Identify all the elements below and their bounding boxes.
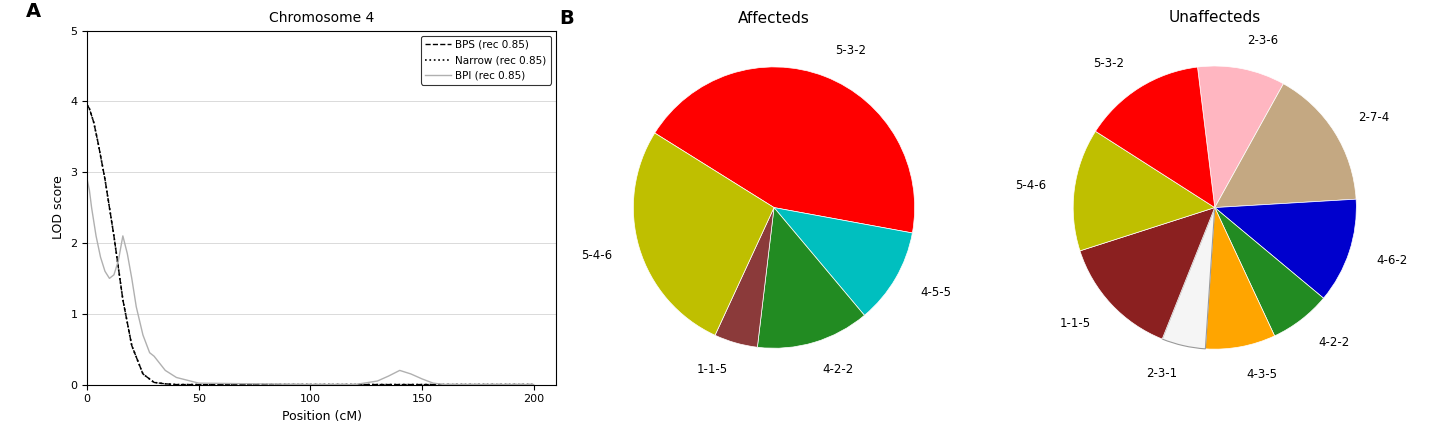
BPI (rec 0.85)	[145, 354, 163, 359]
BPS (rec 0.85)	[96, 177, 113, 182]
Narrow (rec 0.85)	[157, 381, 174, 386]
BPI (rec 0.85)	[115, 233, 132, 239]
BPI (rec 0.85)	[190, 381, 208, 386]
Text: B: B	[559, 9, 574, 28]
Narrow (rec 0.85)	[168, 382, 186, 387]
BPI (rec 0.85)	[436, 382, 453, 387]
BPI (rec 0.85)	[134, 333, 151, 338]
BPI (rec 0.85)	[380, 374, 398, 379]
BPS (rec 0.85)	[157, 381, 174, 386]
Narrow (rec 0.85)	[105, 233, 122, 239]
BPS (rec 0.85)	[145, 380, 163, 385]
Legend: BPS (rec 0.85), Narrow (rec 0.85), BPI (rec 0.85): BPS (rec 0.85), Narrow (rec 0.85), BPI (…	[421, 36, 550, 84]
Narrow (rec 0.85)	[96, 177, 113, 182]
BPS (rec 0.85)	[86, 120, 103, 125]
Narrow (rec 0.85)	[81, 106, 99, 111]
Narrow (rec 0.85)	[302, 382, 319, 387]
Narrow (rec 0.85)	[145, 380, 163, 385]
BPS (rec 0.85)	[81, 106, 99, 111]
BPI (rec 0.85)	[347, 382, 364, 387]
Line: Narrow (rec 0.85): Narrow (rec 0.85)	[87, 105, 534, 385]
BPI (rec 0.85)	[141, 350, 158, 355]
Narrow (rec 0.85)	[190, 382, 208, 387]
Text: 5-3-2: 5-3-2	[835, 44, 865, 57]
BPS (rec 0.85)	[115, 297, 132, 302]
BPI (rec 0.85)	[526, 382, 543, 387]
Wedge shape	[1073, 131, 1215, 251]
Narrow (rec 0.85)	[86, 120, 103, 125]
BPI (rec 0.85)	[81, 187, 99, 192]
Title: Unaffecteds: Unaffecteds	[1169, 10, 1260, 25]
BPI (rec 0.85)	[391, 368, 408, 373]
Text: 4-5-5: 4-5-5	[921, 286, 951, 299]
Wedge shape	[633, 133, 774, 335]
BPS (rec 0.85)	[123, 343, 141, 348]
BPI (rec 0.85)	[123, 276, 141, 281]
Wedge shape	[1215, 208, 1324, 336]
BPS (rec 0.85)	[134, 371, 151, 377]
Wedge shape	[1198, 66, 1284, 208]
BPI (rec 0.85)	[302, 382, 319, 387]
BPS (rec 0.85)	[168, 382, 186, 387]
Text: A: A	[26, 2, 41, 21]
Narrow (rec 0.85)	[78, 102, 96, 108]
Wedge shape	[1205, 208, 1275, 349]
BPI (rec 0.85)	[414, 376, 431, 382]
Title: Chromosome 4: Chromosome 4	[269, 11, 375, 25]
Title: Affecteds: Affecteds	[738, 11, 810, 26]
Line: BPS (rec 0.85): BPS (rec 0.85)	[87, 105, 534, 385]
BPS (rec 0.85)	[302, 382, 319, 387]
BPI (rec 0.85)	[168, 375, 186, 380]
BPS (rec 0.85)	[105, 233, 122, 239]
Text: 1-1-5: 1-1-5	[697, 364, 727, 377]
BPI (rec 0.85)	[424, 381, 441, 386]
BPI (rec 0.85)	[119, 251, 136, 256]
Wedge shape	[1162, 208, 1215, 349]
Narrow (rec 0.85)	[90, 141, 107, 146]
Text: 5-4-6: 5-4-6	[581, 249, 613, 262]
Narrow (rec 0.85)	[134, 371, 151, 377]
BPS (rec 0.85)	[90, 141, 107, 146]
BPI (rec 0.85)	[157, 368, 174, 373]
Wedge shape	[655, 67, 915, 233]
Text: 5-4-6: 5-4-6	[1015, 179, 1047, 192]
BPS (rec 0.85)	[190, 382, 208, 387]
Wedge shape	[774, 208, 912, 316]
BPI (rec 0.85)	[100, 276, 118, 281]
Narrow (rec 0.85)	[526, 382, 543, 387]
Text: 2-3-1: 2-3-1	[1146, 367, 1178, 380]
X-axis label: Position (cM): Position (cM)	[282, 410, 362, 423]
BPI (rec 0.85)	[91, 254, 109, 260]
Wedge shape	[714, 208, 774, 347]
BPI (rec 0.85)	[96, 269, 113, 274]
BPI (rec 0.85)	[402, 371, 420, 377]
Text: 2-3-6: 2-3-6	[1247, 34, 1278, 47]
BPI (rec 0.85)	[105, 272, 122, 277]
Text: 1-1-5: 1-1-5	[1060, 317, 1090, 330]
Text: 4-2-2: 4-2-2	[1318, 336, 1350, 349]
Line: BPI (rec 0.85): BPI (rec 0.85)	[87, 179, 534, 385]
Text: 4-2-2: 4-2-2	[822, 363, 854, 376]
BPI (rec 0.85)	[83, 205, 100, 210]
BPI (rec 0.85)	[128, 304, 145, 309]
Narrow (rec 0.85)	[115, 297, 132, 302]
Text: 4-6-2: 4-6-2	[1376, 254, 1407, 267]
BPI (rec 0.85)	[110, 258, 128, 263]
BPS (rec 0.85)	[526, 382, 543, 387]
Narrow (rec 0.85)	[123, 343, 141, 348]
Wedge shape	[758, 208, 864, 348]
Wedge shape	[1215, 199, 1356, 298]
Y-axis label: LOD score: LOD score	[52, 176, 65, 239]
Text: 4-3-5: 4-3-5	[1246, 368, 1276, 381]
Text: 5-3-2: 5-3-2	[1093, 57, 1124, 70]
Text: 2-7-4: 2-7-4	[1359, 111, 1390, 124]
Wedge shape	[1215, 84, 1356, 208]
BPS (rec 0.85)	[78, 102, 96, 108]
BPI (rec 0.85)	[87, 233, 105, 239]
BPI (rec 0.85)	[369, 378, 386, 384]
BPI (rec 0.85)	[78, 177, 96, 182]
Wedge shape	[1080, 208, 1215, 339]
Wedge shape	[1095, 67, 1215, 208]
